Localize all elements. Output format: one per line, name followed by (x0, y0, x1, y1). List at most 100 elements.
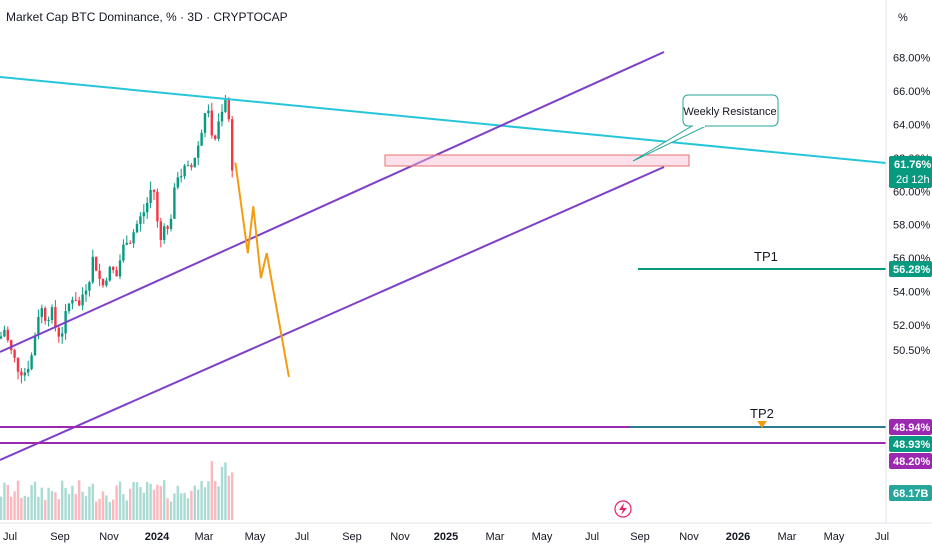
candle-body (10, 340, 13, 351)
volume-bar (33, 481, 37, 520)
candle-body (224, 99, 227, 112)
candle-body (27, 369, 30, 373)
volume-bar (91, 483, 94, 520)
candle-body (156, 191, 159, 222)
descending-trendline[interactable] (0, 76, 887, 164)
volume-bar (98, 498, 101, 520)
time-tick-label: Mar (195, 531, 214, 543)
candle-body (33, 335, 37, 356)
weekly-resistance-zone[interactable] (384, 154, 690, 167)
price-axis[interactable]: 68.00%66.00%64.00%62.00%60.00%58.00%56.0… (893, 53, 931, 358)
chart-title: Market Cap BTC Dominance, % · 3D · CRYPT… (6, 10, 288, 24)
volume-bar (122, 494, 125, 520)
volume-bar (169, 501, 173, 520)
volume-bar (166, 498, 169, 520)
volume-bar (105, 495, 108, 520)
candle-body (67, 303, 71, 312)
volume-bar (37, 496, 40, 520)
candle-body (71, 299, 74, 304)
tp2-label: TP2 (750, 406, 774, 421)
volume-bar (163, 480, 166, 520)
weekly-resistance-callout[interactable]: Weekly Resistance (632, 94, 779, 162)
candlestick-series (0, 95, 234, 384)
candle-body (214, 135, 217, 139)
lightning-icon[interactable] (614, 500, 632, 518)
time-tick-label: Sep (342, 531, 362, 543)
candle-body (139, 216, 142, 224)
volume-bar (20, 497, 23, 520)
time-tick-label: Nov (99, 531, 119, 543)
candle-body (44, 308, 47, 321)
candle-body (37, 316, 40, 336)
volume-bar (207, 481, 210, 520)
candle-body (125, 242, 128, 245)
countdown-value: 2d 12h (896, 174, 930, 186)
volume-bar (112, 499, 115, 520)
projection-path[interactable] (234, 162, 290, 378)
price-tick-label: 66.00% (893, 86, 931, 98)
time-tick-label: Mar (778, 531, 797, 543)
volume-bar (156, 484, 159, 520)
candle-body (118, 260, 122, 277)
candle-body (88, 282, 91, 291)
volume-bar (142, 492, 145, 520)
volume-bar (54, 492, 57, 520)
volume-bar (135, 482, 139, 520)
weekly-resistance-text: Weekly Resistance (683, 106, 776, 118)
candle-body (152, 189, 156, 192)
tp1-label: TP1 (754, 249, 778, 264)
volume-bar (88, 486, 91, 520)
candle-body (105, 280, 108, 286)
volume-bar (95, 501, 98, 520)
candle-body (0, 336, 3, 339)
candle-body (30, 355, 33, 370)
candle-body (142, 212, 145, 217)
channel-lower-line[interactable] (0, 166, 665, 461)
volume-bar (6, 484, 9, 520)
candle-body (169, 218, 173, 229)
candle-body (81, 294, 84, 306)
candle-body (183, 165, 186, 177)
price-tick-label: 58.00% (893, 220, 931, 232)
level-price-badge-2: 48.93% (889, 436, 932, 452)
candle-body (132, 232, 135, 244)
candle-body (176, 177, 179, 188)
time-tick-label: Sep (630, 531, 650, 543)
time-axis[interactable]: Jul Sep Nov 2024 Mar May Jul Sep Nov 2025 Mar May Ju… (3, 531, 889, 543)
candle-body (207, 110, 210, 114)
volume-bar (101, 491, 105, 520)
volume-bar (200, 480, 203, 520)
volume-bar (193, 485, 196, 520)
volume-bars (0, 461, 234, 520)
candle-body (47, 320, 50, 322)
volume-bar (57, 499, 60, 520)
volume-bar (78, 480, 81, 520)
projection-arrowhead (757, 421, 767, 428)
axis-unit: % (898, 12, 908, 24)
candle-body (122, 244, 125, 261)
price-tick-label: 54.00% (893, 287, 931, 299)
volume-bar (176, 485, 179, 520)
current-price-value: 61.76% (894, 159, 932, 171)
time-tick-label: Sep (50, 531, 70, 543)
candle-body (74, 299, 77, 301)
candle-body (98, 270, 101, 279)
time-tick-label: Jul (295, 531, 309, 543)
volume-bar (224, 462, 227, 520)
level-price-badge-3: 48.20% (889, 453, 932, 469)
candle-body (78, 300, 81, 306)
candle-body (3, 329, 6, 337)
volume-bar (139, 487, 142, 520)
volume-bar (217, 486, 220, 520)
volume-bar (231, 472, 234, 520)
volume-bar (129, 488, 132, 520)
channel-upper-line[interactable] (0, 51, 665, 353)
volume-bar (197, 489, 200, 520)
volume-bar (67, 494, 71, 520)
candle-body (23, 372, 26, 376)
candle-body (200, 132, 203, 146)
level-price-3: 48.20% (893, 456, 931, 468)
volume-bar (13, 491, 16, 520)
candle-body (108, 266, 111, 281)
